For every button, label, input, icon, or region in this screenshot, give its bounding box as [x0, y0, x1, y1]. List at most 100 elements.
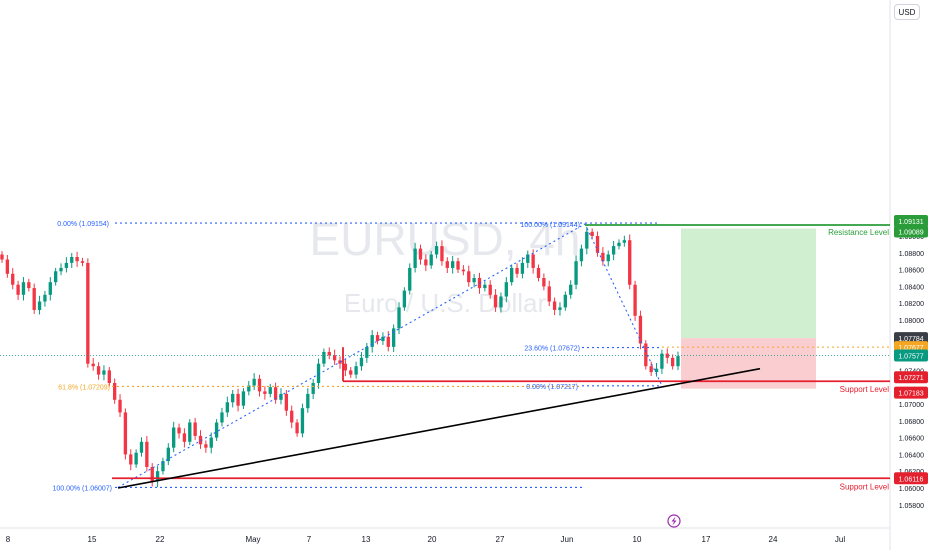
candle[interactable]: [526, 250, 530, 269]
candle[interactable]: [53, 267, 58, 286]
candle[interactable]: [188, 419, 192, 446]
candle[interactable]: [27, 278, 31, 292]
candle[interactable]: [86, 258, 90, 368]
candle[interactable]: [590, 228, 594, 240]
candle[interactable]: [665, 348, 669, 364]
candle[interactable]: [5, 254, 10, 278]
candle[interactable]: [558, 302, 562, 316]
lightning-icon[interactable]: [667, 514, 681, 528]
candle[interactable]: [290, 405, 294, 429]
candle[interactable]: [552, 297, 557, 316]
candle[interactable]: [257, 374, 262, 397]
candle[interactable]: [429, 251, 433, 269]
candle[interactable]: [617, 239, 621, 250]
candle[interactable]: [408, 263, 412, 295]
candle[interactable]: [359, 352, 364, 371]
candle[interactable]: [606, 250, 610, 267]
candle[interactable]: [670, 354, 675, 370]
candle[interactable]: [434, 241, 439, 259]
candle[interactable]: [273, 382, 278, 404]
candle[interactable]: [64, 257, 69, 273]
candle[interactable]: [214, 419, 219, 441]
candle[interactable]: [332, 349, 337, 365]
candle[interactable]: [70, 253, 74, 269]
candle[interactable]: [638, 310, 643, 350]
candle[interactable]: [182, 428, 187, 448]
candle[interactable]: [585, 226, 589, 255]
candle[interactable]: [338, 356, 342, 369]
candle[interactable]: [413, 242, 417, 273]
candle[interactable]: [628, 234, 632, 290]
candle[interactable]: [563, 291, 567, 311]
candle[interactable]: [231, 389, 235, 408]
candle[interactable]: [225, 396, 229, 417]
candle[interactable]: [493, 289, 498, 312]
candle[interactable]: [391, 324, 396, 353]
candle[interactable]: [424, 254, 428, 272]
candle[interactable]: [520, 257, 525, 279]
candle[interactable]: [644, 340, 648, 370]
candle[interactable]: [177, 423, 181, 439]
currency-button[interactable]: USD: [894, 4, 920, 20]
candle[interactable]: [660, 349, 664, 374]
candle[interactable]: [43, 290, 47, 307]
candle[interactable]: [236, 388, 240, 412]
candle[interactable]: [488, 280, 492, 299]
candle[interactable]: [37, 295, 42, 315]
candle[interactable]: [397, 302, 401, 335]
candle[interactable]: [107, 367, 111, 387]
candle[interactable]: [483, 281, 487, 292]
candle[interactable]: [172, 421, 176, 453]
candle[interactable]: [440, 240, 444, 266]
candle[interactable]: [150, 463, 154, 487]
candle[interactable]: [16, 280, 20, 300]
candle[interactable]: [327, 347, 331, 360]
candle[interactable]: [381, 332, 385, 345]
trendline[interactable]: [117, 367, 761, 489]
candle[interactable]: [547, 280, 551, 307]
candle[interactable]: [569, 280, 573, 299]
candle[interactable]: [48, 277, 52, 301]
candle[interactable]: [295, 419, 299, 437]
candle[interactable]: [139, 437, 144, 457]
candle[interactable]: [209, 432, 213, 454]
candle[interactable]: [601, 247, 605, 266]
candle[interactable]: [11, 268, 15, 290]
candle[interactable]: [467, 265, 471, 287]
fib-diagonal[interactable]: [117, 223, 586, 488]
candle[interactable]: [306, 388, 310, 413]
reward-zone[interactable]: [681, 228, 816, 339]
candle[interactable]: [649, 361, 653, 377]
candle[interactable]: [472, 274, 476, 288]
candle[interactable]: [504, 277, 508, 303]
candle[interactable]: [80, 257, 85, 267]
candle[interactable]: [155, 466, 160, 487]
candle[interactable]: [461, 265, 466, 276]
candle[interactable]: [343, 358, 348, 377]
candle[interactable]: [118, 394, 122, 417]
candle[interactable]: [510, 264, 514, 286]
candle[interactable]: [633, 280, 637, 321]
candle[interactable]: [370, 329, 374, 353]
candle[interactable]: [676, 351, 680, 371]
candle[interactable]: [134, 449, 138, 468]
candle[interactable]: [365, 342, 369, 363]
candle[interactable]: [166, 443, 170, 466]
candle[interactable]: [21, 277, 26, 301]
candle[interactable]: [0, 251, 4, 263]
candle[interactable]: [579, 244, 584, 267]
candle[interactable]: [102, 365, 106, 381]
candle[interactable]: [268, 383, 272, 398]
risk-zone[interactable]: [681, 338, 816, 389]
candle[interactable]: [59, 263, 63, 276]
candle[interactable]: [284, 389, 289, 416]
candle[interactable]: [204, 440, 208, 453]
candle[interactable]: [193, 417, 197, 440]
candle[interactable]: [456, 257, 460, 273]
candle[interactable]: [263, 386, 267, 400]
candle[interactable]: [322, 348, 326, 368]
candle[interactable]: [96, 362, 101, 380]
candle[interactable]: [252, 373, 256, 391]
